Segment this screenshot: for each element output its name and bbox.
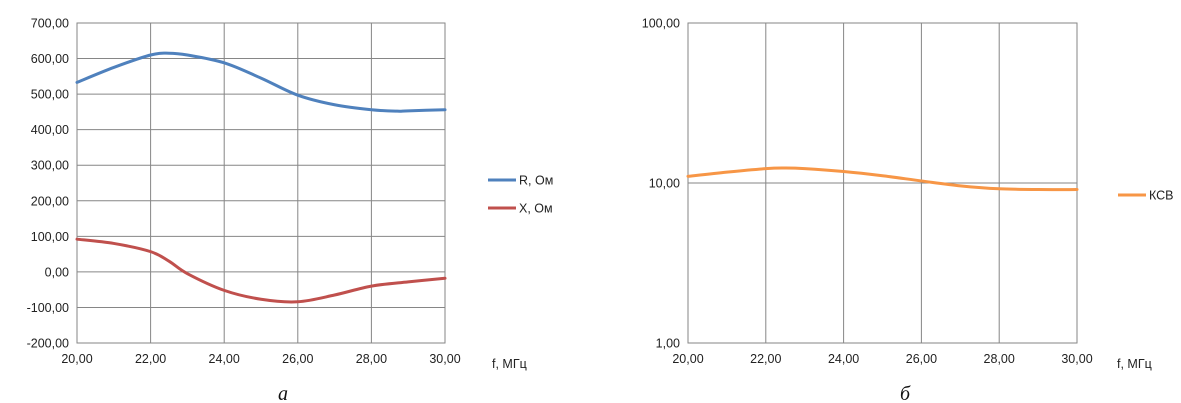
panel-label-a: а xyxy=(278,383,288,403)
x-axis-label-b: f, МГц xyxy=(1117,357,1152,371)
y-tick-label: 10,00 xyxy=(649,177,680,191)
x-tick-label: 26,00 xyxy=(906,352,937,366)
series-a xyxy=(75,51,447,304)
y-tick-label: 500,00 xyxy=(31,88,69,102)
x-tick-label: 22,00 xyxy=(750,352,781,366)
y-tick-label: 700,00 xyxy=(31,17,69,31)
tick-labels-b: 20,00 22,00 24,00 26,00 28,00 30,00 100,00 10,0… xyxy=(642,17,1093,367)
chart-a: 20,00 22,00 24,00 26,00 28,00 30,00 700,00 600,… xyxy=(27,17,554,403)
series-line xyxy=(75,51,447,113)
legend-b: КСВ xyxy=(1118,189,1174,203)
legend-a: R, Ом X, Ом xyxy=(488,174,553,216)
panel-label-b: б xyxy=(900,383,911,403)
x-tick-label: 20,00 xyxy=(672,352,703,366)
y-tick-label: 300,00 xyxy=(31,159,69,173)
tick-labels-a: 20,00 22,00 24,00 26,00 28,00 30,00 700,00 600,… xyxy=(27,17,461,367)
y-tick-label: 100,00 xyxy=(31,230,69,244)
x-tick-label: 20,00 xyxy=(61,352,92,366)
series-line xyxy=(75,237,447,304)
y-tick-label: 0,00 xyxy=(45,265,69,279)
y-tick-label: 400,00 xyxy=(31,123,69,137)
y-tick-label: 200,00 xyxy=(31,194,69,208)
gridlines-b xyxy=(688,23,1077,343)
chart-b: 20,00 22,00 24,00 26,00 28,00 30,00 100,00 10,0… xyxy=(642,17,1174,403)
y-tick-label: -200,00 xyxy=(27,337,69,351)
x-tick-label: 28,00 xyxy=(984,352,1015,366)
x-tick-label: 22,00 xyxy=(135,352,166,366)
gridlines-a xyxy=(77,23,445,343)
plot-area-a xyxy=(76,22,446,344)
x-tick-label: 30,00 xyxy=(1061,352,1092,366)
y-tick-label: 100,00 xyxy=(642,17,680,31)
legend-label: КСВ xyxy=(1149,189,1174,203)
x-tick-label: 30,00 xyxy=(429,352,460,366)
y-tick-label: 600,00 xyxy=(31,52,69,66)
x-tick-label: 24,00 xyxy=(209,352,240,366)
x-axis-label-a: f, МГц xyxy=(492,357,527,371)
x-tick-label: 26,00 xyxy=(282,352,313,366)
series-line xyxy=(686,166,1079,192)
y-tick-label: -100,00 xyxy=(27,301,69,315)
x-tick-label: 24,00 xyxy=(828,352,859,366)
y-tick-label: 1,00 xyxy=(656,337,680,351)
series-b xyxy=(686,166,1079,192)
legend-label: R, Ом xyxy=(519,174,553,188)
x-tick-label: 28,00 xyxy=(356,352,387,366)
legend-label: X, Ом xyxy=(519,202,553,216)
